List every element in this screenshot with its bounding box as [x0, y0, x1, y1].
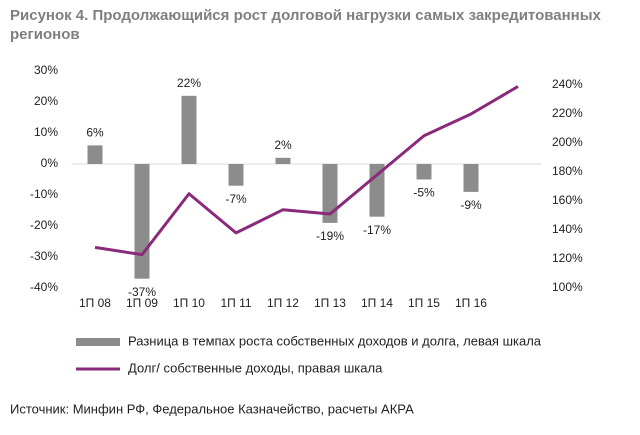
y-tick-label: -20% — [30, 218, 58, 232]
data-label: 22% — [177, 76, 201, 90]
y2-tick-label: 220% — [552, 106, 583, 120]
x-tick-label: 1П 09 — [126, 296, 158, 310]
data-label: -17% — [363, 223, 391, 237]
data-label: 6% — [86, 126, 104, 140]
legend-swatch — [76, 338, 120, 346]
data-label: -19% — [316, 229, 344, 243]
bar — [322, 164, 338, 223]
x-tick-label: 1П 15 — [408, 296, 440, 310]
y-tick-label: 20% — [34, 94, 58, 108]
data-label: -9% — [460, 198, 482, 212]
x-tick-label: 1П 16 — [455, 296, 487, 310]
y2-tick-label: 100% — [552, 280, 583, 294]
x-tick-label: 1П 10 — [173, 296, 205, 310]
bar — [463, 164, 479, 192]
x-tick-label: 1П 13 — [314, 296, 346, 310]
bar — [416, 164, 432, 180]
y2-tick-label: 160% — [552, 193, 583, 207]
x-tick-label: 1П 12 — [267, 296, 299, 310]
data-label: -5% — [413, 186, 435, 200]
y-tick-label: -40% — [30, 280, 58, 294]
y2-tick-label: 140% — [552, 222, 583, 236]
bar — [181, 95, 197, 164]
data-label: 2% — [274, 138, 292, 152]
y2-tick-label: 200% — [552, 135, 583, 149]
source: Источник: Минфин РФ, Федеральное Казначе… — [10, 401, 414, 416]
y-tick-label: -30% — [30, 249, 58, 263]
x-tick-label: 1П 14 — [361, 296, 393, 310]
data-label: -37% — [128, 285, 156, 299]
y2-tick-label: 240% — [552, 77, 583, 91]
y-tick-label: 0% — [41, 156, 59, 170]
y-tick-label: -10% — [30, 187, 58, 201]
legend-label: Долг/ собственные доходы, правая шкала — [128, 360, 383, 375]
line — [94, 85, 519, 257]
x-tick-label: 1П 11 — [220, 296, 251, 310]
y-tick-label: 30% — [34, 63, 58, 77]
legend-label: Разница в темпах роста собственных доход… — [128, 333, 542, 348]
y-tick-label: 10% — [34, 125, 58, 139]
bar — [228, 164, 244, 186]
y2-tick-label: 120% — [552, 251, 583, 265]
bar — [134, 164, 150, 279]
data-label: -7% — [225, 192, 247, 206]
x-tick-label: 1П 08 — [79, 296, 111, 310]
bar — [275, 157, 291, 164]
bar — [87, 145, 103, 164]
chart-title: Рисунок 4. Продолжающийся рост долговой … — [10, 7, 601, 43]
y2-tick-label: 180% — [552, 164, 583, 178]
